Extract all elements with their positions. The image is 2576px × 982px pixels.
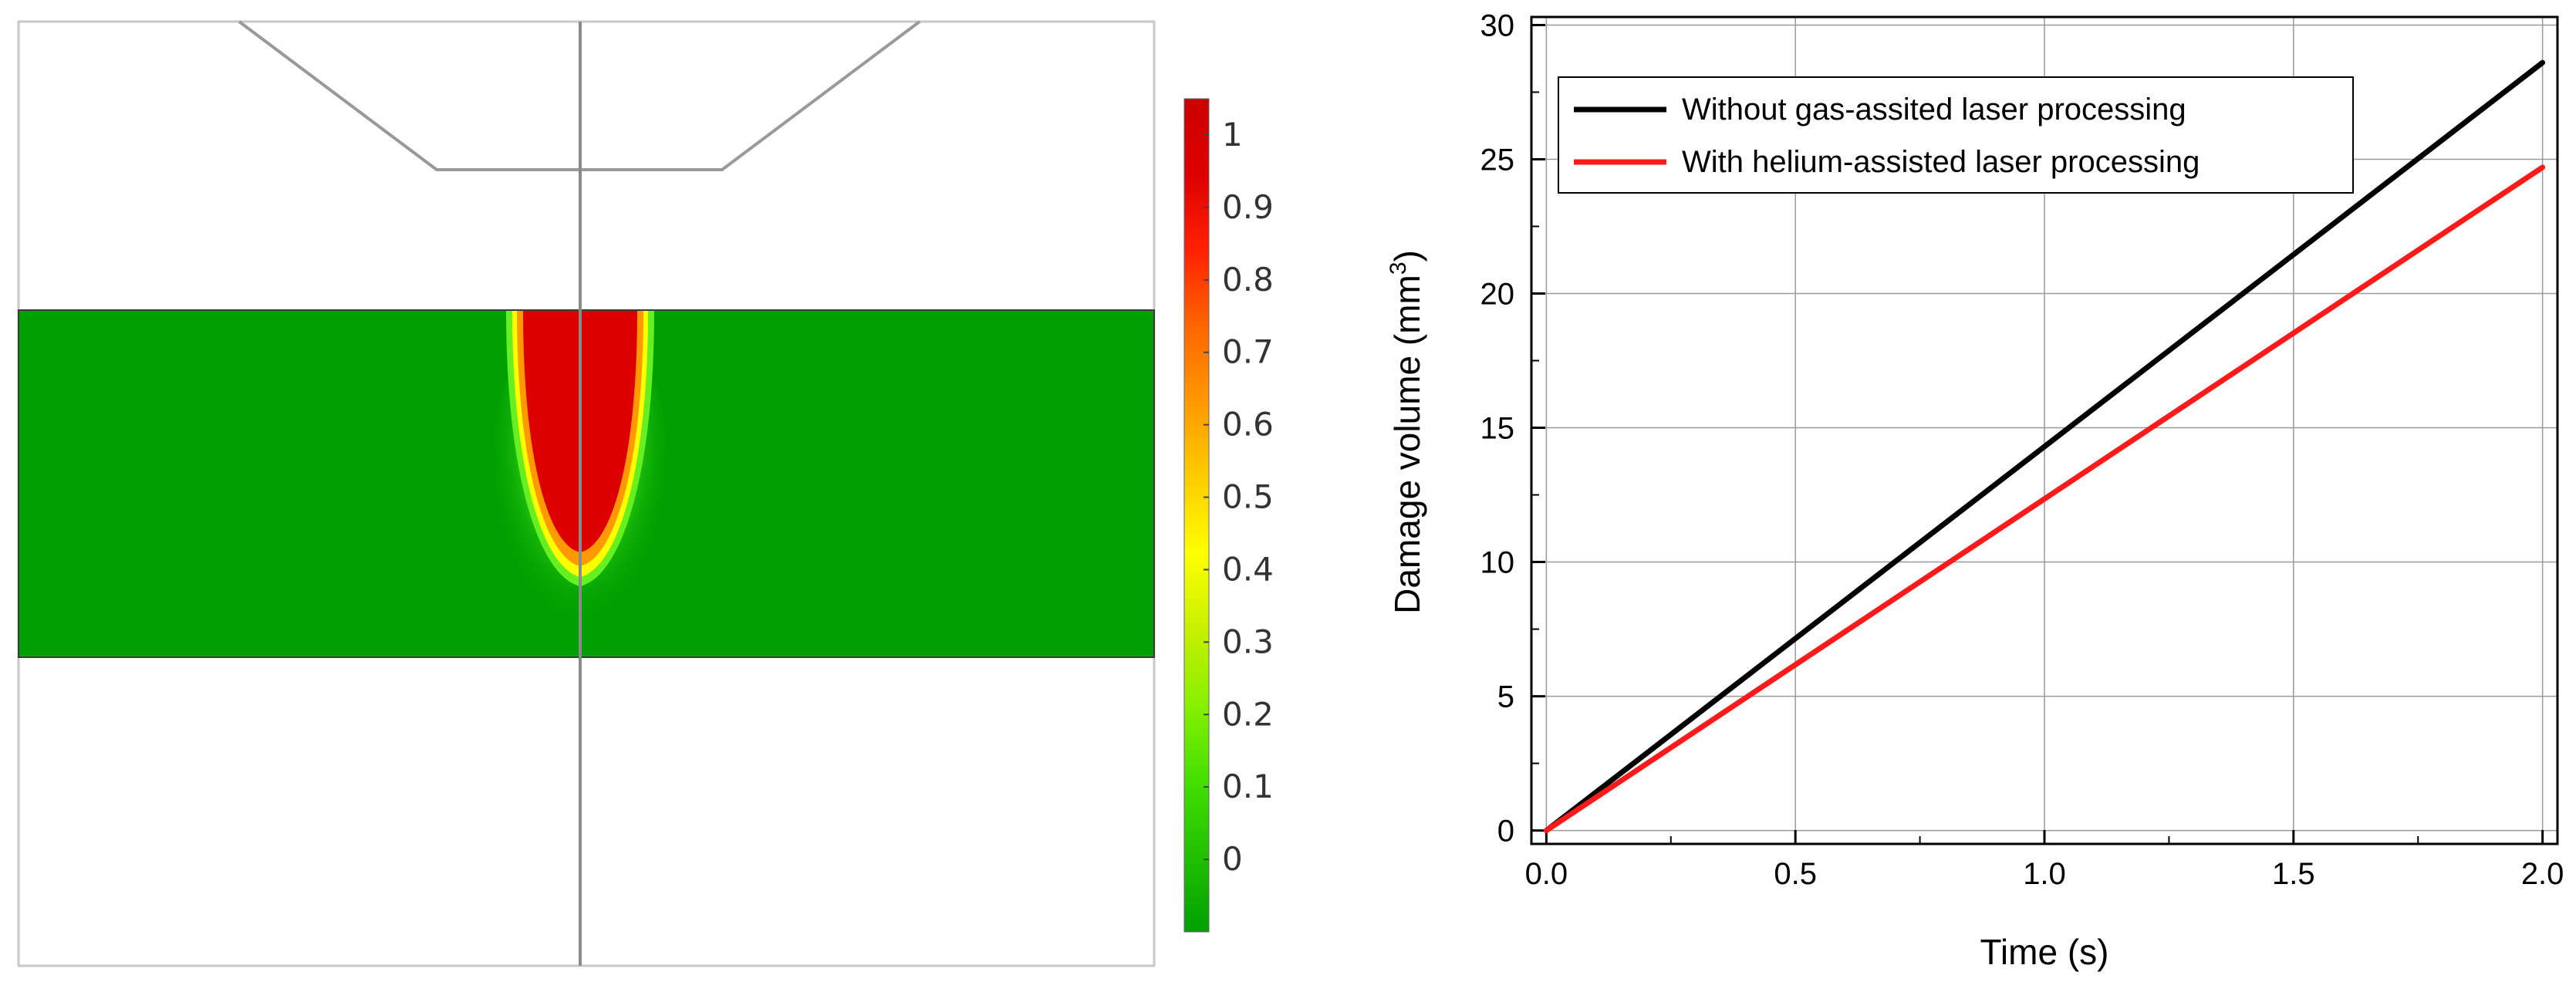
- y-tick-label: 15: [1480, 412, 1515, 446]
- y-tick-label: 0: [1497, 815, 1514, 849]
- colorbar-tick-label: 0.4: [1222, 550, 1274, 588]
- colorbar-tick-label: 0: [1222, 840, 1243, 878]
- colorbar-tick-label: 0.1: [1222, 768, 1274, 805]
- legend-label-without-gas: Without gas-assited laser processing: [1682, 93, 2186, 127]
- series-line-helium: [1543, 164, 2546, 834]
- chart-ticks: 0.0 0.5 1.0 1.5 2.0 0 5 10 15 20 25 30: [1480, 8, 2564, 891]
- material-band-border: [18, 309, 1155, 658]
- colorbar-tick-label: 1: [1222, 116, 1243, 154]
- colorbar-tick-label: 0.9: [1222, 188, 1274, 226]
- x-axis-title: Time (s): [1980, 932, 2109, 972]
- colorbar-tick-label: 0.7: [1222, 333, 1274, 371]
- colorbar-tick-label: 0.5: [1222, 478, 1274, 516]
- legend-label-helium: With helium-assisted laser processing: [1682, 145, 2200, 179]
- y-tick-label: 30: [1480, 8, 1515, 42]
- x-tick-label: 0.0: [1525, 857, 1568, 891]
- colorbar-ticks: 1 0.9 0.8 0.7 0.6 0.5 0.4 0.3 0.2 0.1 0: [1204, 116, 1274, 878]
- chart-grid: [1531, 17, 2557, 844]
- colorbar-tick-label: 0.8: [1222, 261, 1274, 299]
- y-axis-title: Damage volume (mm3): [1386, 250, 1427, 614]
- x-tick-label: 1.5: [2272, 857, 2315, 891]
- y-tick-label: 10: [1480, 546, 1515, 580]
- y-tick-label: 25: [1480, 143, 1515, 177]
- simulation-panel: [17, 20, 1156, 967]
- colorbar-tick-label: 0.6: [1222, 406, 1274, 444]
- colorbar-tick-label: 0.2: [1222, 695, 1274, 733]
- chart-series: [1543, 59, 2546, 834]
- material-band: [19, 310, 1154, 657]
- y-tick-label: 20: [1480, 277, 1515, 311]
- colorbar-fill: [1183, 98, 1210, 933]
- x-tick-label: 2.0: [2521, 857, 2564, 891]
- y-tick-label: 5: [1497, 680, 1514, 714]
- x-tick-label: 0.5: [1774, 857, 1817, 891]
- x-tick-label: 1.0: [2023, 857, 2066, 891]
- colorbar-tick-label: 0.3: [1222, 623, 1274, 660]
- line-chart: 0.0 0.5 1.0 1.5 2.0 0 5 10 15 20 25 30 Time (s) Dam…: [1386, 8, 2564, 972]
- series-line-without-gas: [1543, 59, 2546, 834]
- legend: Without gas-assited laser processing Wit…: [1558, 76, 2354, 194]
- legend-box: [1558, 76, 2354, 194]
- colorbar: 1 0.9 0.8 0.7 0.6 0.5 0.4 0.3 0.2 0.1 0: [1183, 98, 1274, 933]
